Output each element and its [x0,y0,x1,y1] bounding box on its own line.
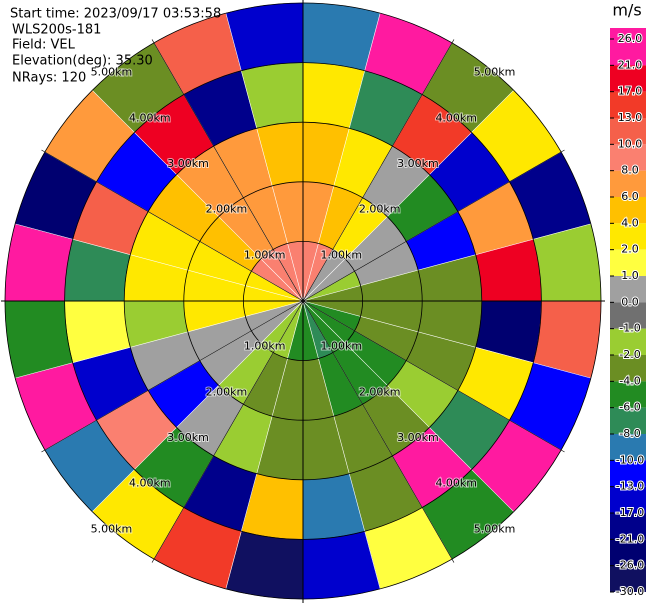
range-label: 3.00km [167,157,209,170]
range-label: 4.00km [129,477,171,490]
ray-line [92,90,304,302]
instrument: WLS200s-181 [12,23,101,38]
range-label: 3.00km [397,431,439,444]
colorbar-label: -2.0 [619,348,640,361]
ray-line [302,13,381,302]
ray-line [302,300,591,379]
ray-line [15,300,304,379]
colorbar-bin [610,355,646,382]
range-label: 5.00km [91,522,133,535]
colorbar-label: 26.0 [618,32,643,45]
colorbar-label: -4.0 [619,374,640,387]
colorbar-bin [610,144,646,171]
colorbar-label: 13.0 [618,111,643,124]
colorbar-bin [610,170,646,197]
ray-line [225,13,304,302]
colorbar-bin [610,381,646,408]
colorbar-label: 6.0 [621,190,639,203]
colorbar-bin [610,434,646,461]
range-label: 1.00km [244,340,286,353]
colorbar-label: 8.0 [621,164,639,177]
colorbar-label: -8.0 [619,427,640,440]
nrays: NRays: 120 [12,71,86,86]
colorbar-label: 2.0 [621,243,639,256]
ray-line [302,300,381,589]
colorbar-cap [610,28,646,39]
range-ring [4,2,602,600]
colorbar-bin [610,407,646,434]
range-label: 4.00km [435,111,477,124]
colorbar-bin [610,565,646,592]
colorbar-label: 10.0 [618,137,643,150]
colorbar-label: -1.0 [619,322,640,335]
colorbar-bin [610,39,646,66]
colorbar-label: -17.0 [616,506,644,519]
colorbar-label: 21.0 [618,58,643,71]
range-label: 2.00km [359,203,401,216]
colorbar-label: -30.0 [616,585,644,598]
colorbar-label: -26.0 [616,559,644,572]
range-label: 2.00km [206,385,248,398]
colorbar: 26.0 21.0 17.0 13.0 10.0 8.0 6.0 4.0 2.0 1.0 0.0 -1… [610,28,646,599]
range-label: 2.00km [206,203,248,216]
colorbar-bin [610,118,646,145]
colorbar-bin [610,223,646,250]
colorbar-label: 17.0 [618,85,643,98]
colorbar-label: 0.0 [621,295,639,308]
colorbar-label: -13.0 [616,480,644,493]
field: Field: VEL [12,38,76,53]
colorbar-label: 1.0 [621,269,639,282]
colorbar-bin [610,302,646,329]
colorbar-bin [610,276,646,303]
range-ring [242,240,363,361]
colorbar-label: -21.0 [616,532,644,545]
range-label: 1.00km [321,340,363,353]
range-ring [64,62,542,540]
range-label: 4.00km [435,477,477,490]
ray-line [225,300,304,589]
colorbar-bin [610,91,646,118]
colorbar-label: 4.0 [621,216,639,229]
ray-line [302,223,591,302]
colorbar-bin [610,328,646,355]
spoke [151,39,455,563]
range-label: 4.00km [129,111,171,124]
colorbar-bin [610,539,646,566]
range-label: 5.00km [474,66,516,79]
colorbar-title: m/s [612,1,641,20]
colorbar-bin [610,197,646,224]
ray-line [302,90,514,302]
colorbar-bin [610,460,646,487]
colorbar-bin [610,249,646,276]
range-label: 5.00km [474,522,516,535]
ray-line [302,300,514,512]
range-ring [123,121,483,481]
colorbar-bin [610,513,646,540]
ray-line [92,300,304,512]
ray-line [15,223,304,302]
range-label: 3.00km [167,431,209,444]
range-label: 1.00km [321,248,363,261]
range-label: 1.00km [244,248,286,261]
range-label: 3.00km [397,157,439,170]
colorbar-bin [610,486,646,513]
axes: 1.00km 1.00km 1.00km 1.00km 2.00km 2.00km 2.00… [1,0,605,603]
colorbar-bin [610,65,646,92]
range-label: 2.00km [359,385,401,398]
colorbar-label: -10.0 [616,453,644,466]
range-label: 5.00km [91,66,133,79]
colorbar-label: -6.0 [619,401,640,414]
range-ring [183,181,423,421]
start-time: Start time: 2023/09/17 03:53:58 [10,7,221,22]
elevation: Elevation(deg): 35.30 [12,54,153,69]
ppi-cells [4,2,602,600]
